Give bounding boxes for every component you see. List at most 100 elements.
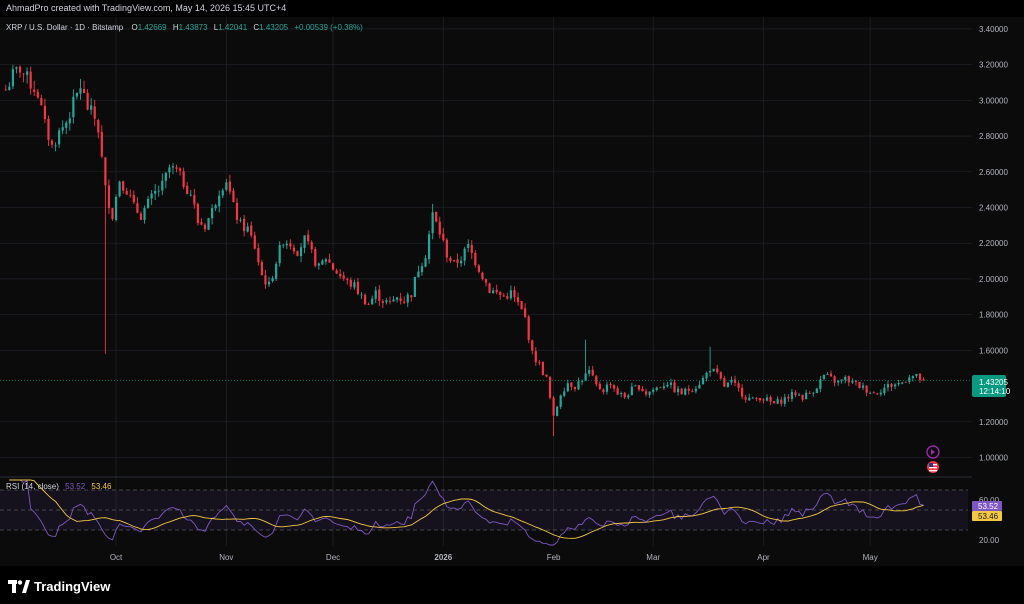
candle-body <box>563 391 566 396</box>
candle-body <box>883 387 886 394</box>
candle-body <box>769 396 772 402</box>
candle-body <box>854 380 858 382</box>
candle-body <box>271 277 274 282</box>
candle-body <box>399 298 402 302</box>
candle-body <box>79 88 82 94</box>
candle-body <box>36 91 39 98</box>
candle-body <box>520 300 523 310</box>
candle-body <box>178 168 182 171</box>
candle-body <box>339 273 342 277</box>
candle-body <box>72 96 75 118</box>
candle-body <box>847 376 850 383</box>
candle-body <box>644 391 648 395</box>
price-badge-bg <box>972 375 1006 397</box>
price-axis[interactable]: 3.40000 3.20000 3.00000 2.80000 2.60000 2.400… <box>979 25 1008 545</box>
candle-body <box>666 384 669 387</box>
candle-body <box>595 376 598 385</box>
candle-body <box>452 260 456 261</box>
price-tick-label: 3.40000 <box>979 25 1008 34</box>
candle-body <box>481 272 484 279</box>
time-tick-label: Nov <box>219 553 233 562</box>
candle-body <box>908 377 911 382</box>
high-value: 1.43873 <box>179 23 208 32</box>
candle-body <box>773 401 776 404</box>
candle-body <box>29 71 32 89</box>
candle-body <box>822 374 826 379</box>
candle-body <box>605 384 609 392</box>
candle-body <box>43 105 47 120</box>
candle-body <box>516 297 520 302</box>
candle-body <box>723 378 726 387</box>
candle-body <box>872 392 875 394</box>
candle-body <box>470 244 473 253</box>
candle-body <box>4 89 7 91</box>
candle-body <box>164 172 167 181</box>
candle-body <box>8 86 11 90</box>
candle-body <box>826 374 829 375</box>
candle-body <box>267 281 271 285</box>
candle-body <box>641 388 644 392</box>
rsi-ma-value: 53.46 <box>91 482 112 491</box>
tradingview-logo[interactable]: TradingView <box>8 578 110 594</box>
candle-body <box>488 283 491 293</box>
candle-body <box>758 398 762 401</box>
candle-body <box>146 198 150 208</box>
candle-body <box>18 66 22 73</box>
candle-body <box>570 382 573 387</box>
candle-body <box>680 388 683 395</box>
candle-body <box>701 377 705 385</box>
rsi-ma-line <box>9 479 924 539</box>
price-badge-value: 1.43205 <box>979 378 1008 387</box>
candle-body <box>897 382 900 385</box>
candle-body <box>420 266 424 273</box>
candle-body <box>598 383 601 390</box>
author-caption: AhmadPro created with TradingView.com, M… <box>6 3 287 13</box>
rsi-tick-label: 20.00 <box>979 536 1000 545</box>
candle-body <box>346 278 349 281</box>
rsi-ma-badge: 53.46 <box>972 511 1002 521</box>
candle-body <box>676 388 680 393</box>
candle-body <box>395 297 399 300</box>
candle-body <box>833 376 836 383</box>
time-tick-label: Oct <box>110 553 123 562</box>
candle-body <box>573 386 577 390</box>
time-tick-label: Feb <box>547 553 561 562</box>
time-axis[interactable]: Oct Nov Dec 2026 Feb Mar Apr May <box>110 553 878 562</box>
candle-body <box>75 92 79 97</box>
candle-body <box>591 369 594 376</box>
candle-body <box>691 390 694 392</box>
candle-body <box>531 340 534 351</box>
candle-body <box>114 196 118 220</box>
candle-body <box>751 397 754 399</box>
candle-body <box>851 380 854 383</box>
flag-icon[interactable] <box>927 461 939 473</box>
candle-body <box>844 376 847 381</box>
candle-body <box>86 92 89 110</box>
candle-body <box>200 222 203 225</box>
candle-body <box>755 398 758 400</box>
candle-body <box>285 243 288 246</box>
last-price-badge: 1.43205 12:14:10 <box>972 375 1011 397</box>
candle-body <box>719 372 722 379</box>
candle-body <box>175 167 178 169</box>
candle-body <box>815 388 818 394</box>
candle-body <box>90 105 93 110</box>
candle-body <box>861 385 865 388</box>
legend-row[interactable]: XRP / U.S. Dollar · 1D · Bitstamp O1.426… <box>6 23 363 32</box>
candle-body <box>787 396 790 399</box>
replay-icon[interactable] <box>926 445 940 459</box>
candle-body <box>545 374 548 377</box>
candle-body <box>705 372 708 379</box>
candle-body <box>776 399 779 404</box>
candle-body <box>442 233 445 241</box>
candle-body <box>765 397 769 401</box>
rsi-legend[interactable]: RSI (14, close) 53.52 53.46 <box>6 482 112 491</box>
candle-body <box>154 190 157 194</box>
candle-body <box>865 385 868 393</box>
candle-body <box>54 145 57 147</box>
candle-body <box>858 381 861 388</box>
candle-body <box>328 259 331 263</box>
price-chart[interactable]: 3.40000 3.20000 3.00000 2.80000 2.60000 2.400… <box>0 17 1024 566</box>
candle-body <box>93 106 96 119</box>
candle-body <box>556 406 559 416</box>
